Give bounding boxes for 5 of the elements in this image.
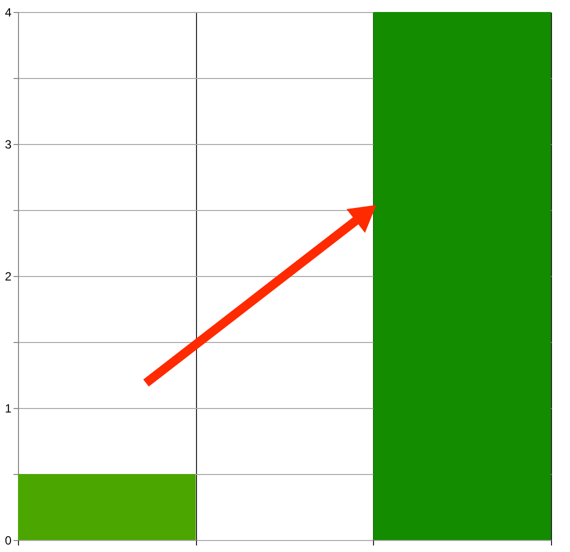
y-tick-label: 0 <box>4 534 12 548</box>
y-tick-label: 2 <box>4 270 12 284</box>
y-tick-label: 3 <box>4 138 12 152</box>
y-tick-label: 1 <box>4 402 12 416</box>
y-tick-label: 4 <box>4 6 12 20</box>
